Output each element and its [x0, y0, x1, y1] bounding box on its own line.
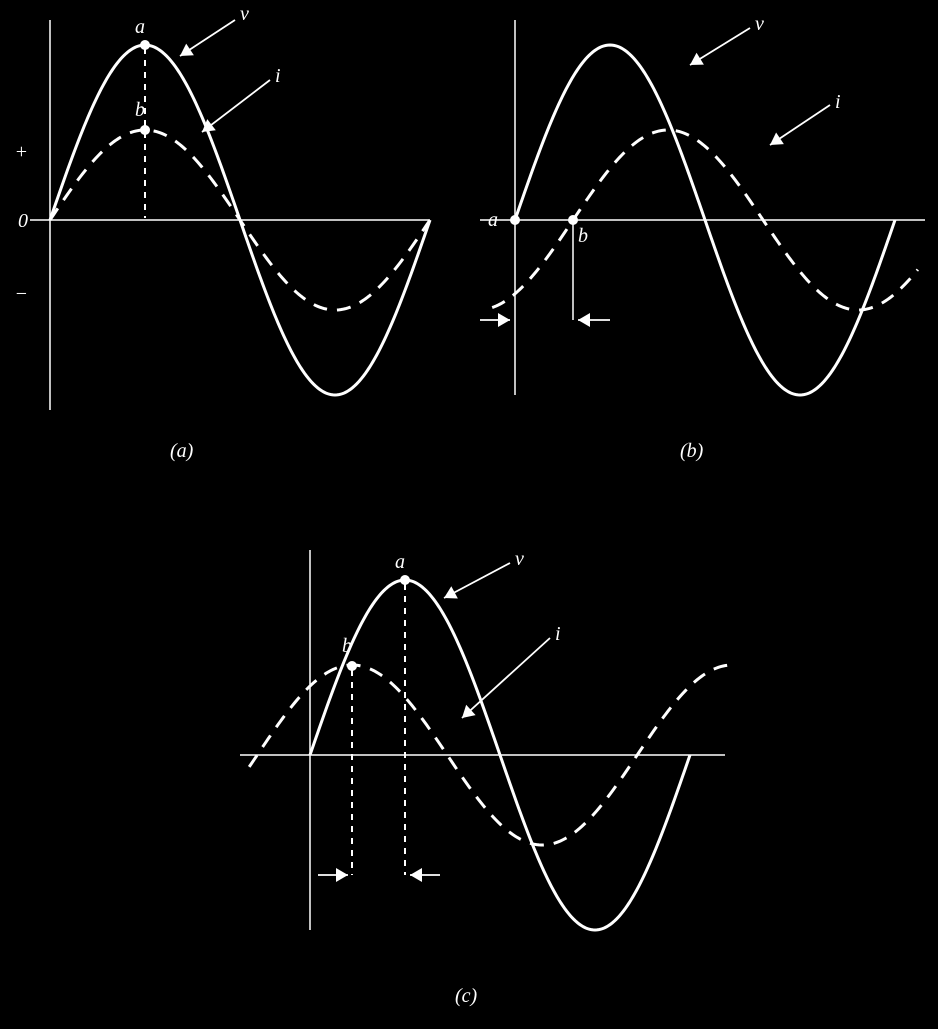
svg-text:+: +	[15, 141, 29, 163]
panel-b-svg: a b v i	[460, 0, 930, 430]
panel-a-svg: +0 − a b v i	[10, 0, 440, 430]
svg-text:a: a	[135, 16, 145, 38]
svg-text:b: b	[342, 635, 352, 657]
svg-text:a: a	[395, 551, 405, 573]
caption-b: (b)	[680, 440, 703, 463]
panel-c: a b v i	[230, 530, 730, 960]
panel-c-svg: a b v i	[230, 530, 730, 960]
svg-text:b: b	[135, 99, 145, 121]
svg-text:a: a	[488, 209, 498, 231]
svg-text:−: −	[15, 283, 29, 305]
svg-text:v: v	[515, 548, 524, 570]
svg-text:b: b	[578, 225, 588, 247]
svg-text:0: 0	[18, 210, 28, 232]
caption-a: (a)	[170, 440, 193, 463]
svg-text:v: v	[240, 3, 249, 25]
panel-a: +0 − a b v i	[10, 0, 440, 430]
caption-c: (c)	[455, 985, 477, 1008]
svg-text:v: v	[755, 13, 764, 35]
panel-b: a b v i	[460, 0, 930, 430]
svg-text:i: i	[835, 91, 841, 113]
svg-text:i: i	[555, 623, 561, 645]
svg-text:i: i	[275, 65, 281, 87]
